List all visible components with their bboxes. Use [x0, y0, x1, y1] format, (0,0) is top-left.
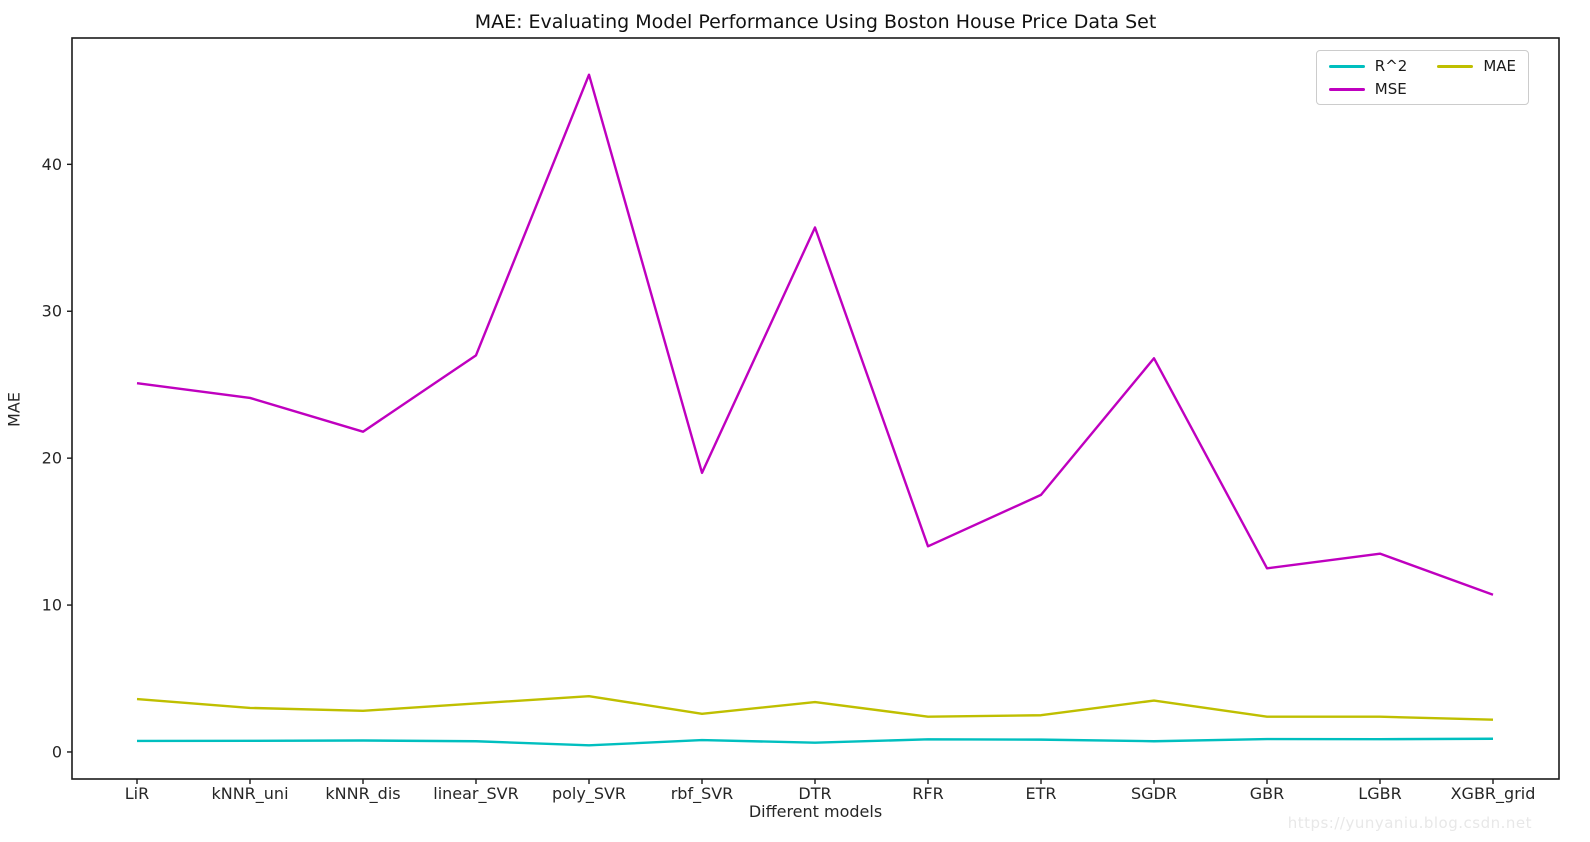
x-tick-label: LGBR	[1358, 784, 1401, 803]
legend-line-swatch	[1437, 65, 1474, 68]
x-tick-label: linear_SVR	[433, 784, 518, 804]
legend-entry-r-2: R^2	[1328, 57, 1408, 75]
x-tick-label: ETR	[1026, 784, 1057, 803]
legend-line-swatch	[1328, 65, 1365, 68]
legend-line-swatch	[1328, 88, 1365, 91]
x-tick-label: GBR	[1250, 784, 1285, 803]
legend-label: MSE	[1374, 80, 1407, 98]
series-line-mse	[136, 73, 1494, 596]
series-line-r-2	[136, 737, 1494, 747]
series-line-mae	[136, 694, 1494, 721]
y-tick-label: 0	[52, 742, 62, 761]
legend: R^2 MSE MAE	[1315, 50, 1529, 105]
y-tick-label: 40	[42, 155, 62, 174]
y-tick-label: 10	[42, 596, 62, 615]
x-tick-label: kNNR_dis	[325, 784, 400, 804]
x-tick-label: XGBR_grid	[1451, 784, 1536, 804]
x-axis-label: Different models	[748, 802, 883, 821]
y-tick-label: 20	[42, 449, 62, 468]
chart-title: MAE: Evaluating Model Performance Using …	[474, 11, 1157, 33]
legend-entry-mse: MSE	[1328, 80, 1408, 98]
watermark: https://yunyaniu.blog.csdn.net	[1287, 814, 1532, 832]
y-axis-label: MAE	[4, 392, 24, 427]
x-tick-label: rbf_SVR	[671, 784, 734, 804]
x-tick-label: DTR	[798, 784, 831, 803]
legend-label: MAE	[1483, 57, 1516, 75]
x-tick-label: SGDR	[1131, 784, 1177, 803]
x-tick-label: RFR	[912, 784, 943, 803]
legend-label: R^2	[1374, 57, 1408, 75]
y-tick-label: 30	[42, 302, 62, 321]
x-tick-label: LiR	[125, 784, 149, 803]
x-tick-label: poly_SVR	[552, 784, 626, 804]
x-tick-label: kNNR_uni	[211, 784, 288, 804]
axes-frame	[71, 37, 1560, 780]
legend-entry-mae: MAE	[1437, 58, 1516, 75]
